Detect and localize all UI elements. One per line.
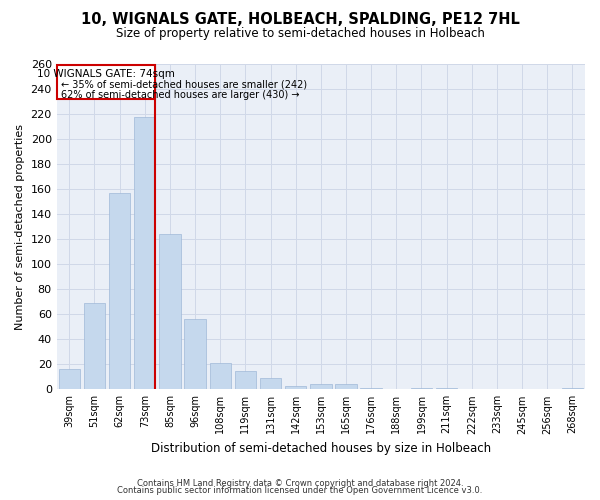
Bar (335, 384, 356, 390)
Bar (235, 370, 256, 390)
Bar (209, 363, 231, 390)
Bar (260, 378, 281, 390)
Y-axis label: Number of semi-detached properties: Number of semi-detached properties (15, 124, 25, 330)
Bar (134, 116, 155, 390)
Text: 62% of semi-detached houses are larger (430) →: 62% of semi-detached houses are larger (… (61, 90, 299, 101)
Bar (411, 388, 432, 390)
Bar (184, 319, 206, 390)
Text: ← 35% of semi-detached houses are smaller (242): ← 35% of semi-detached houses are smalle… (61, 79, 307, 89)
Text: Size of property relative to semi-detached houses in Holbeach: Size of property relative to semi-detach… (116, 28, 484, 40)
Bar (562, 388, 583, 390)
Text: Contains HM Land Registry data © Crown copyright and database right 2024.: Contains HM Land Registry data © Crown c… (137, 478, 463, 488)
Bar (436, 388, 457, 390)
Bar (310, 384, 332, 390)
Bar (361, 388, 382, 390)
Text: 10, WIGNALS GATE, HOLBEACH, SPALDING, PE12 7HL: 10, WIGNALS GATE, HOLBEACH, SPALDING, PE… (80, 12, 520, 28)
Bar (84, 303, 105, 390)
X-axis label: Distribution of semi-detached houses by size in Holbeach: Distribution of semi-detached houses by … (151, 442, 491, 455)
FancyBboxPatch shape (57, 66, 155, 99)
Bar (59, 370, 80, 390)
Bar (285, 386, 307, 390)
Text: 10 WIGNALS GATE: 74sqm: 10 WIGNALS GATE: 74sqm (37, 69, 175, 79)
Text: Contains public sector information licensed under the Open Government Licence v3: Contains public sector information licen… (118, 486, 482, 495)
Bar (109, 193, 130, 390)
Bar (159, 234, 181, 390)
